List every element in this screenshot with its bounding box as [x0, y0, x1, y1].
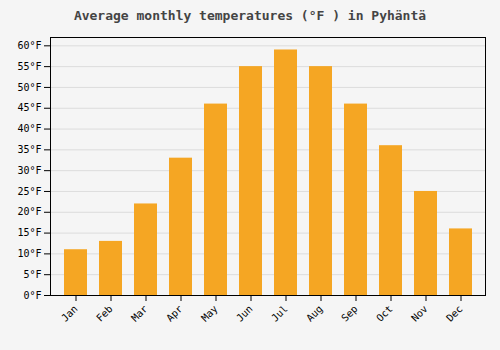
svg-text:5°F: 5°F	[23, 269, 41, 280]
svg-text:Mar: Mar	[129, 303, 150, 324]
svg-text:May: May	[199, 303, 220, 324]
svg-text:Feb: Feb	[94, 303, 115, 324]
svg-text:30°F: 30°F	[17, 165, 41, 176]
svg-text:55°F: 55°F	[17, 61, 41, 72]
svg-text:Oct: Oct	[374, 303, 395, 324]
svg-text:Apr: Apr	[164, 303, 185, 324]
svg-text:40°F: 40°F	[17, 123, 41, 134]
svg-text:Sep: Sep	[339, 303, 360, 324]
svg-text:0°F: 0°F	[23, 290, 41, 301]
svg-text:50°F: 50°F	[17, 82, 41, 93]
svg-text:20°F: 20°F	[17, 206, 41, 217]
svg-text:35°F: 35°F	[17, 144, 41, 155]
svg-text:10°F: 10°F	[17, 248, 41, 259]
svg-text:Dec: Dec	[444, 303, 465, 324]
svg-text:15°F: 15°F	[17, 227, 41, 238]
svg-text:Aug: Aug	[304, 303, 325, 324]
svg-text:25°F: 25°F	[17, 186, 41, 197]
svg-text:45°F: 45°F	[17, 102, 41, 113]
svg-text:60°F: 60°F	[17, 40, 41, 51]
svg-text:Jan: Jan	[59, 303, 80, 324]
svg-text:Jun: Jun	[234, 303, 255, 324]
svg-text:Nov: Nov	[409, 303, 430, 324]
svg-text:Jul: Jul	[269, 303, 290, 324]
html-text:Average monthly temperatures (: Average monthly temperatures (°F ) in Py…	[73, 8, 427, 23]
